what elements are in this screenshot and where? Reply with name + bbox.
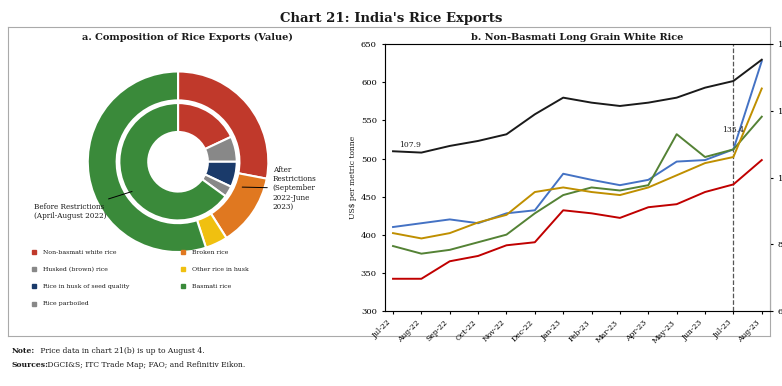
Wedge shape — [178, 103, 231, 149]
Text: After
Restrictions
(September
2022-June
2023): After Restrictions (September 2022-June … — [242, 166, 317, 211]
Text: Rice in husk of seed quality: Rice in husk of seed quality — [42, 284, 129, 289]
Text: Chart 21: India's Rice Exports: Chart 21: India's Rice Exports — [280, 12, 502, 25]
Text: 135.4: 135.4 — [722, 126, 744, 134]
Text: Rice parboiled: Rice parboiled — [42, 301, 88, 306]
Text: Note:: Note: — [12, 347, 35, 355]
Wedge shape — [178, 71, 268, 179]
Wedge shape — [88, 71, 206, 252]
Text: DGCI&S; ITC Trade Map; FAO; and Refinitiv Eikon.: DGCI&S; ITC Trade Map; FAO; and Refiniti… — [45, 361, 245, 369]
Text: Before Restrictions
(April-August 2022): Before Restrictions (April-August 2022) — [34, 191, 132, 220]
Text: Husked (brown) rice: Husked (brown) rice — [42, 267, 107, 272]
Wedge shape — [211, 173, 267, 238]
Wedge shape — [203, 174, 231, 196]
Y-axis label: US$ per metric tonne: US$ per metric tonne — [349, 136, 357, 219]
Text: Price data in chart 21(b) is up to August 4.: Price data in chart 21(b) is up to Augus… — [38, 347, 204, 355]
Wedge shape — [205, 137, 237, 162]
Wedge shape — [120, 103, 225, 220]
Title: b. Non-Basmati Long Grain White Rice: b. Non-Basmati Long Grain White Rice — [472, 33, 683, 42]
Text: Basmati rice: Basmati rice — [192, 284, 231, 289]
Wedge shape — [205, 162, 237, 187]
Title: a. Composition of Rice Exports (Value): a. Composition of Rice Exports (Value) — [81, 33, 292, 42]
Text: Broken rice: Broken rice — [192, 249, 228, 254]
Text: Non-basmati white rice: Non-basmati white rice — [42, 249, 116, 254]
Text: Sources:: Sources: — [12, 361, 48, 369]
Text: Other rice in husk: Other rice in husk — [192, 267, 249, 272]
Wedge shape — [197, 213, 227, 248]
Text: 107.9: 107.9 — [399, 141, 421, 149]
